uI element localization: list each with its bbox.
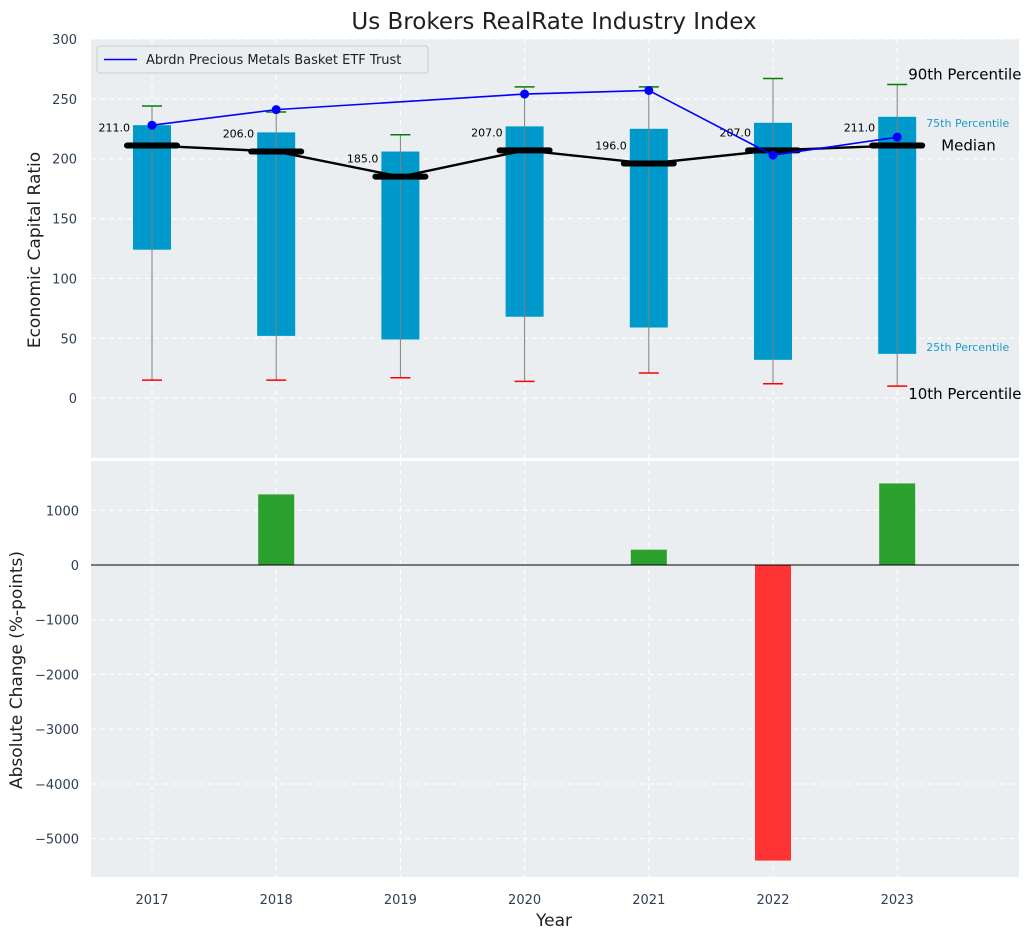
top-y-tick-label: 250	[52, 93, 77, 108]
top-plot-area	[91, 39, 1019, 458]
change-bar	[755, 565, 791, 861]
legend-entry-label: Abrdn Precious Metals Basket ETF Trust	[146, 53, 401, 68]
median-value-label: 207.0	[471, 126, 503, 139]
median-value-label: 196.0	[595, 140, 627, 153]
series-point	[147, 120, 157, 130]
median-value-label: 206.0	[223, 128, 255, 141]
series-line	[151, 89, 898, 156]
annotation-median: Median	[941, 137, 996, 155]
bar-group	[258, 483, 916, 861]
annotation-p10: 10th Percentile	[908, 385, 1021, 403]
series-point	[520, 89, 530, 99]
bottom-y-tick-label: −4000	[35, 778, 79, 793]
top-y-tick-label: 150	[52, 213, 77, 228]
box-plot-group: 211.0 206.0 185.0 207.0 196.0 207.0 211.0	[99, 77, 926, 387]
bottom-y-tick-label: −2000	[35, 668, 79, 683]
series-point	[271, 105, 281, 115]
x-tick-label: 2018	[260, 893, 293, 908]
top-y-tick-label: 200	[52, 153, 77, 168]
legend: Abrdn Precious Metals Basket ETF Trust	[96, 45, 429, 74]
top-y-tick-label: 100	[52, 272, 77, 287]
percentile-annotations: 90th Percentile 75th Percentile Median 25th…	[908, 65, 1021, 403]
change-bar	[630, 549, 667, 565]
change-bar	[879, 483, 916, 565]
legend-box	[96, 45, 429, 74]
annotation-p90: 90th Percentile	[908, 65, 1021, 83]
x-ticks: 2017 2018 2019 2020 2021 2022 2023	[135, 893, 913, 908]
bottom-y-tick-label: −1000	[35, 614, 79, 629]
x-tick-label: 2022	[756, 893, 789, 908]
x-tick-label: 2019	[384, 893, 417, 908]
x-tick-label: 2017	[135, 893, 168, 908]
top-y-tick-label: 0	[69, 392, 77, 407]
annotation-p75: 75th Percentile	[926, 117, 1009, 130]
change-bar	[258, 494, 295, 565]
series-point	[768, 150, 778, 160]
median-line	[151, 144, 898, 178]
bottom-y-axis-label: Absolute Change (%-points)	[7, 551, 27, 789]
annotation-p25: 25th Percentile	[926, 341, 1009, 354]
series-point	[892, 132, 902, 142]
bottom-y-tick-label: 1000	[46, 504, 79, 519]
top-y-axis-label: Economic Capital Ratio	[25, 152, 45, 348]
median-value-label: 207.0	[720, 126, 752, 139]
bottom-y-tick-label: −3000	[35, 723, 79, 738]
x-tick-label: 2021	[632, 893, 665, 908]
median-value-label: 211.0	[99, 122, 131, 135]
median-value-label: 185.0	[347, 153, 379, 166]
series-group	[147, 85, 902, 160]
x-axis-label: Year	[535, 911, 572, 931]
bottom-y-tick-label: 0	[71, 559, 79, 574]
bottom-y-ticks: −5000 −4000 −3000 −2000 −1000 0 1000	[35, 504, 79, 847]
top-y-ticks: 0 50 100 150 200 250 300	[52, 33, 77, 407]
median-value-label: 211.0	[844, 122, 876, 135]
top-y-tick-label: 300	[52, 33, 77, 48]
top-y-tick-label: 50	[60, 332, 77, 347]
x-tick-label: 2023	[881, 893, 914, 908]
bottom-y-tick-label: −5000	[35, 833, 79, 848]
bottom-plot-area	[91, 461, 1019, 877]
x-tick-label: 2020	[508, 893, 541, 908]
series-point	[644, 85, 654, 95]
chart-title: Us Brokers RealRate Industry Index	[351, 9, 756, 35]
